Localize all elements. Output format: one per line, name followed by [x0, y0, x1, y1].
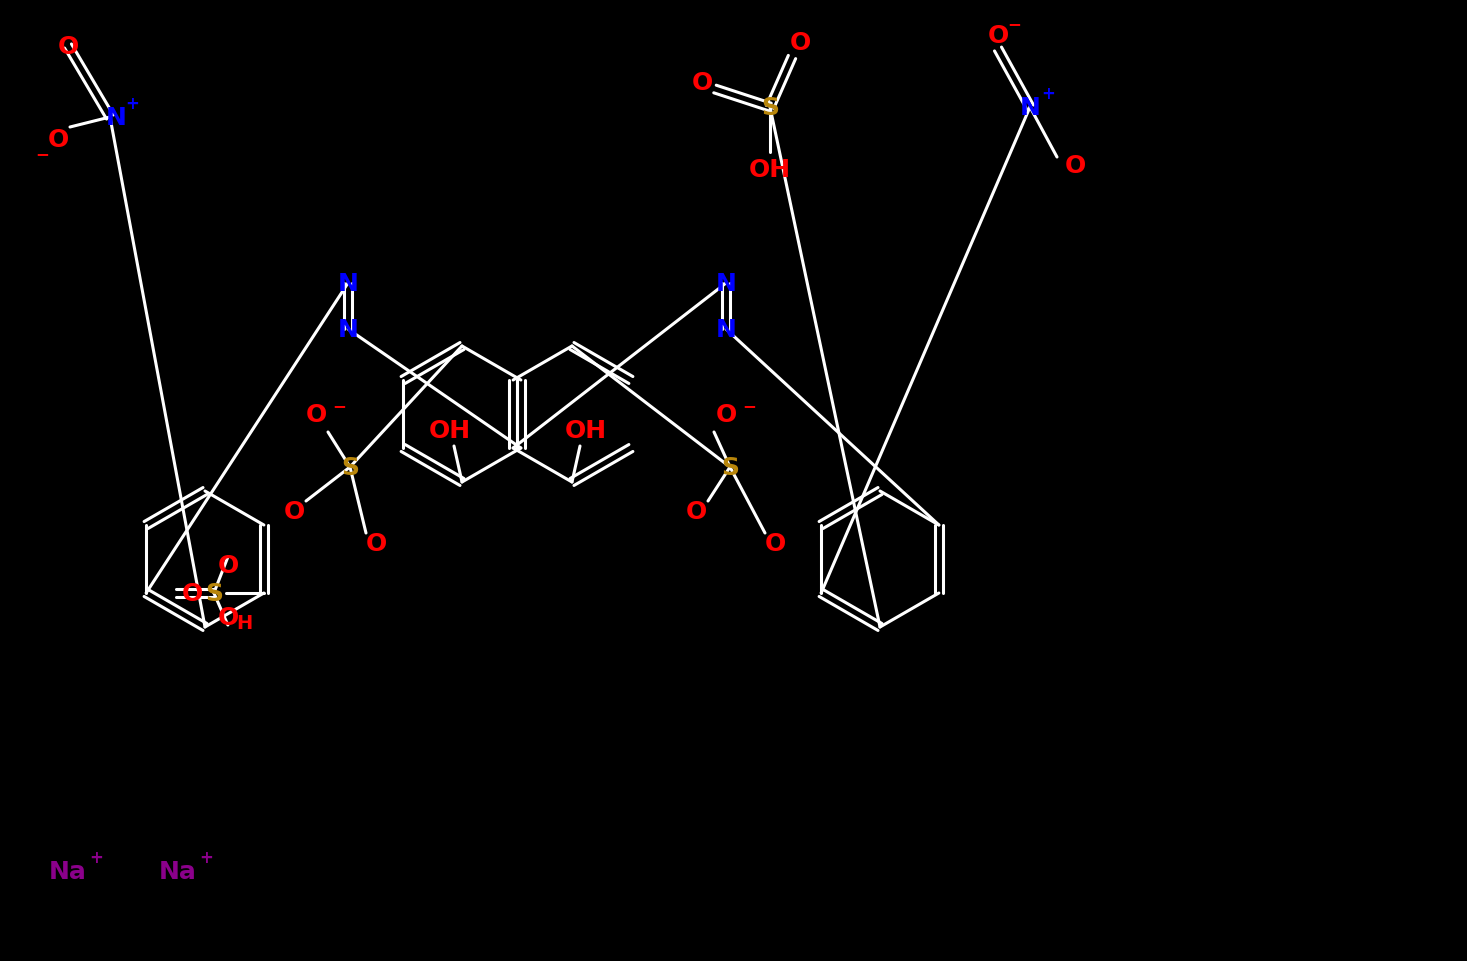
- Text: OH: OH: [565, 419, 607, 442]
- Text: OH: OH: [428, 419, 471, 442]
- Text: OH: OH: [750, 158, 791, 182]
- Text: −: −: [35, 145, 48, 162]
- Text: O: O: [987, 24, 1009, 48]
- Text: S: S: [761, 96, 779, 120]
- Text: O: O: [217, 554, 239, 578]
- Text: N: N: [716, 318, 736, 342]
- Text: O: O: [47, 128, 69, 152]
- Text: −: −: [332, 397, 346, 414]
- Text: N: N: [1020, 96, 1040, 120]
- Text: O: O: [716, 403, 736, 427]
- Text: Na: Na: [48, 859, 87, 883]
- Text: O: O: [57, 35, 79, 59]
- Text: O: O: [691, 71, 713, 95]
- Text: N: N: [106, 106, 126, 130]
- Text: Na: Na: [158, 859, 197, 883]
- Text: S: S: [720, 456, 739, 480]
- Text: N: N: [337, 272, 358, 296]
- Text: +: +: [125, 95, 139, 112]
- Text: O: O: [305, 403, 327, 427]
- Text: O: O: [283, 500, 305, 524]
- Text: O: O: [685, 500, 707, 524]
- Text: N: N: [337, 318, 358, 342]
- Text: O: O: [1065, 154, 1086, 178]
- Text: +: +: [200, 849, 213, 866]
- Text: +: +: [89, 849, 103, 866]
- Text: O: O: [764, 531, 786, 555]
- Text: S: S: [340, 456, 359, 480]
- Text: −: −: [742, 397, 756, 414]
- Text: O: O: [789, 31, 811, 55]
- Text: O: O: [217, 605, 239, 629]
- Text: O: O: [182, 581, 202, 605]
- Text: −: −: [1006, 15, 1021, 33]
- Text: N: N: [716, 272, 736, 296]
- Text: H: H: [236, 614, 252, 633]
- Text: +: +: [1042, 85, 1055, 103]
- Text: O: O: [365, 531, 387, 555]
- Text: S: S: [205, 581, 223, 605]
